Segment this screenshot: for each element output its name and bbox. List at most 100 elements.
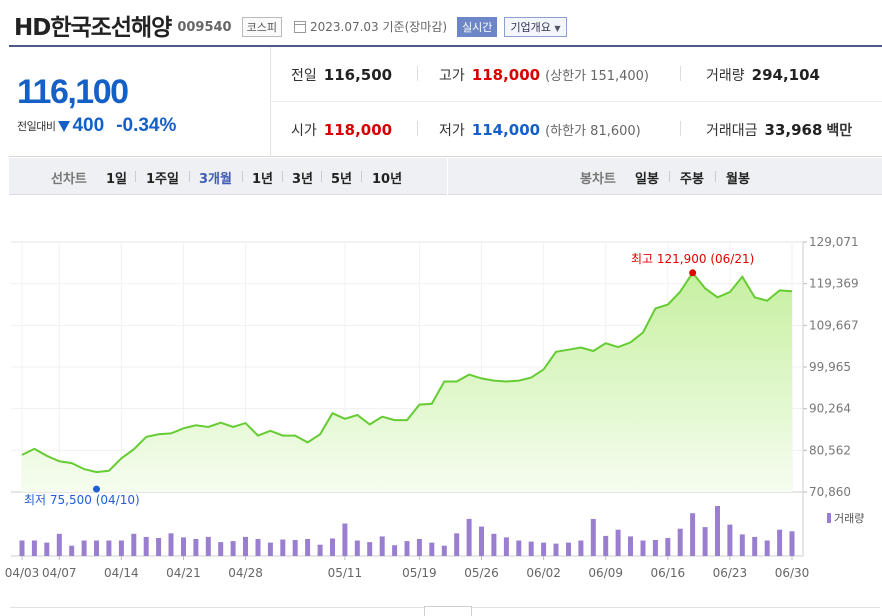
volume-bar <box>503 537 509 556</box>
y-tick-label: 80,562 <box>809 443 851 457</box>
divider <box>282 171 283 182</box>
volume-bar <box>640 540 646 556</box>
volume-bar <box>106 540 112 556</box>
tab-1y[interactable]: 1년 <box>252 172 274 187</box>
tab-monthly-candle[interactable]: 월봉 <box>726 172 750 187</box>
volume-bar <box>715 506 720 556</box>
y-tick-label: 119,369 <box>809 277 859 291</box>
volume-legend-label: 거래량 <box>834 512 864 525</box>
x-tick-label: 04/21 <box>166 566 201 580</box>
summary-row-1: 전일 116,500 고가 118,000 (상한가 151,400) 거래량 … <box>271 47 882 102</box>
market-badge: 코스피 <box>241 16 282 37</box>
period-bar: 선차트 1일 1주일 3개월 1년 3년 5년 10년 봉차트 일봉 주봉 월봉 <box>9 158 882 195</box>
volume-cell: 거래량 294,104 <box>706 47 820 102</box>
calendar-icon <box>293 20 306 33</box>
divider <box>715 171 716 182</box>
down-triangle-icon <box>58 120 71 132</box>
tab-3y[interactable]: 3년 <box>292 172 314 187</box>
company-info-dropdown[interactable]: 기업개요 ▼ <box>504 16 567 37</box>
volume-bar <box>81 540 87 556</box>
high-point-marker <box>689 269 697 277</box>
x-tick-label: 04/07 <box>42 566 77 580</box>
volume-bar <box>590 518 596 556</box>
tab-weekly-candle[interactable]: 주봉 <box>680 172 704 187</box>
x-tick-label: 06/30 <box>775 566 810 580</box>
stock-code: 009540 <box>177 20 232 35</box>
divider <box>189 171 190 182</box>
volume-bar <box>31 540 37 556</box>
volume-bar <box>789 531 795 556</box>
summary-row-2: 시가 118,000 저가 114,000 (하한가 81,600) 거래대금 … <box>271 102 882 157</box>
volume-value: 294,104 <box>751 65 820 84</box>
volume-bar <box>739 534 745 556</box>
y-tick-label: 109,667 <box>809 318 859 332</box>
y-tick-label: 129,071 <box>809 235 859 249</box>
company-info-label: 기업개요 <box>510 20 551 34</box>
volume-bar <box>243 536 248 556</box>
x-tick-label: 06/16 <box>651 566 686 580</box>
amount-label: 거래대금 <box>706 122 758 139</box>
price-chart: 129,071 119,369 109,667 99,965 90,264 80,562 7… <box>5 235 865 580</box>
tab-1w[interactable]: 1주일 <box>146 172 179 187</box>
divider <box>417 66 418 81</box>
x-tick-label: 04/14 <box>104 566 139 580</box>
volume-bar <box>727 524 733 556</box>
price-line <box>21 271 793 474</box>
volume-bar <box>143 536 149 556</box>
volume-bar <box>628 536 633 556</box>
chevron-down-icon: ▼ <box>554 23 561 33</box>
volume-bar <box>379 536 385 556</box>
high-label: 고가 <box>439 67 465 84</box>
amount-value: 33,968 <box>764 120 823 139</box>
resize-handle[interactable] <box>424 606 472 616</box>
volume-bar <box>230 541 236 556</box>
volume-bar <box>181 537 186 556</box>
volume-bar <box>466 518 472 556</box>
volume-bar <box>292 540 298 556</box>
volume-bar <box>665 538 671 556</box>
diff-label: 전일대비 <box>17 120 56 133</box>
line-chart-label: 선차트 <box>51 172 87 187</box>
low-value: 114,000 <box>471 120 541 139</box>
volume-bar <box>354 540 360 556</box>
diff-value: 400 <box>72 115 105 136</box>
high-point-label: 최고 121,900 (06/21) <box>631 252 754 266</box>
price-summary: 116,100 전일대비 400 -0.34% 전일 116,500 고가 11… <box>9 45 882 157</box>
volume-bar <box>56 533 62 556</box>
tab-5y[interactable]: 5년 <box>331 172 353 187</box>
volume-bar <box>541 542 547 556</box>
divider <box>680 121 681 136</box>
x-tick-label: 04/28 <box>228 566 263 580</box>
realtime-button[interactable]: 실시간 <box>457 16 498 37</box>
volume-label: 거래량 <box>706 67 745 84</box>
divider <box>135 171 136 182</box>
y-tick-label: 70,860 <box>809 485 851 499</box>
divider <box>447 158 448 195</box>
prev-close-value: 116,500 <box>323 65 393 84</box>
volume-bar <box>267 542 273 556</box>
volume-legend-swatch <box>827 513 831 523</box>
divider <box>361 171 362 182</box>
high-value: 118,000 <box>471 65 541 84</box>
volume-bar <box>764 540 770 556</box>
volume-bar <box>218 542 224 556</box>
volume-bar <box>603 535 609 556</box>
price-area <box>22 272 792 492</box>
tab-1d[interactable]: 1일 <box>106 172 128 187</box>
stock-name: HD한국조선해양 <box>14 15 172 41</box>
lower-limit: (하한가 81,600) <box>545 124 641 139</box>
volume-bar <box>367 542 373 556</box>
tab-daily-candle[interactable]: 일봉 <box>635 172 659 187</box>
tab-10y[interactable]: 10년 <box>372 172 403 187</box>
volume-bar <box>578 540 584 556</box>
volume-bar <box>777 529 783 556</box>
tab-3m[interactable]: 3개월 <box>199 172 232 187</box>
y-tick-label: 99,965 <box>809 360 851 374</box>
x-tick-label: 05/11 <box>328 566 363 580</box>
high-cell: 고가 118,000 (상한가 151,400) <box>439 47 649 102</box>
volume-bar <box>652 540 658 556</box>
volume-bar <box>404 541 410 556</box>
volume-bar <box>429 542 435 556</box>
x-tick-label: 04/03 <box>5 566 40 580</box>
volume-bar <box>454 533 460 556</box>
